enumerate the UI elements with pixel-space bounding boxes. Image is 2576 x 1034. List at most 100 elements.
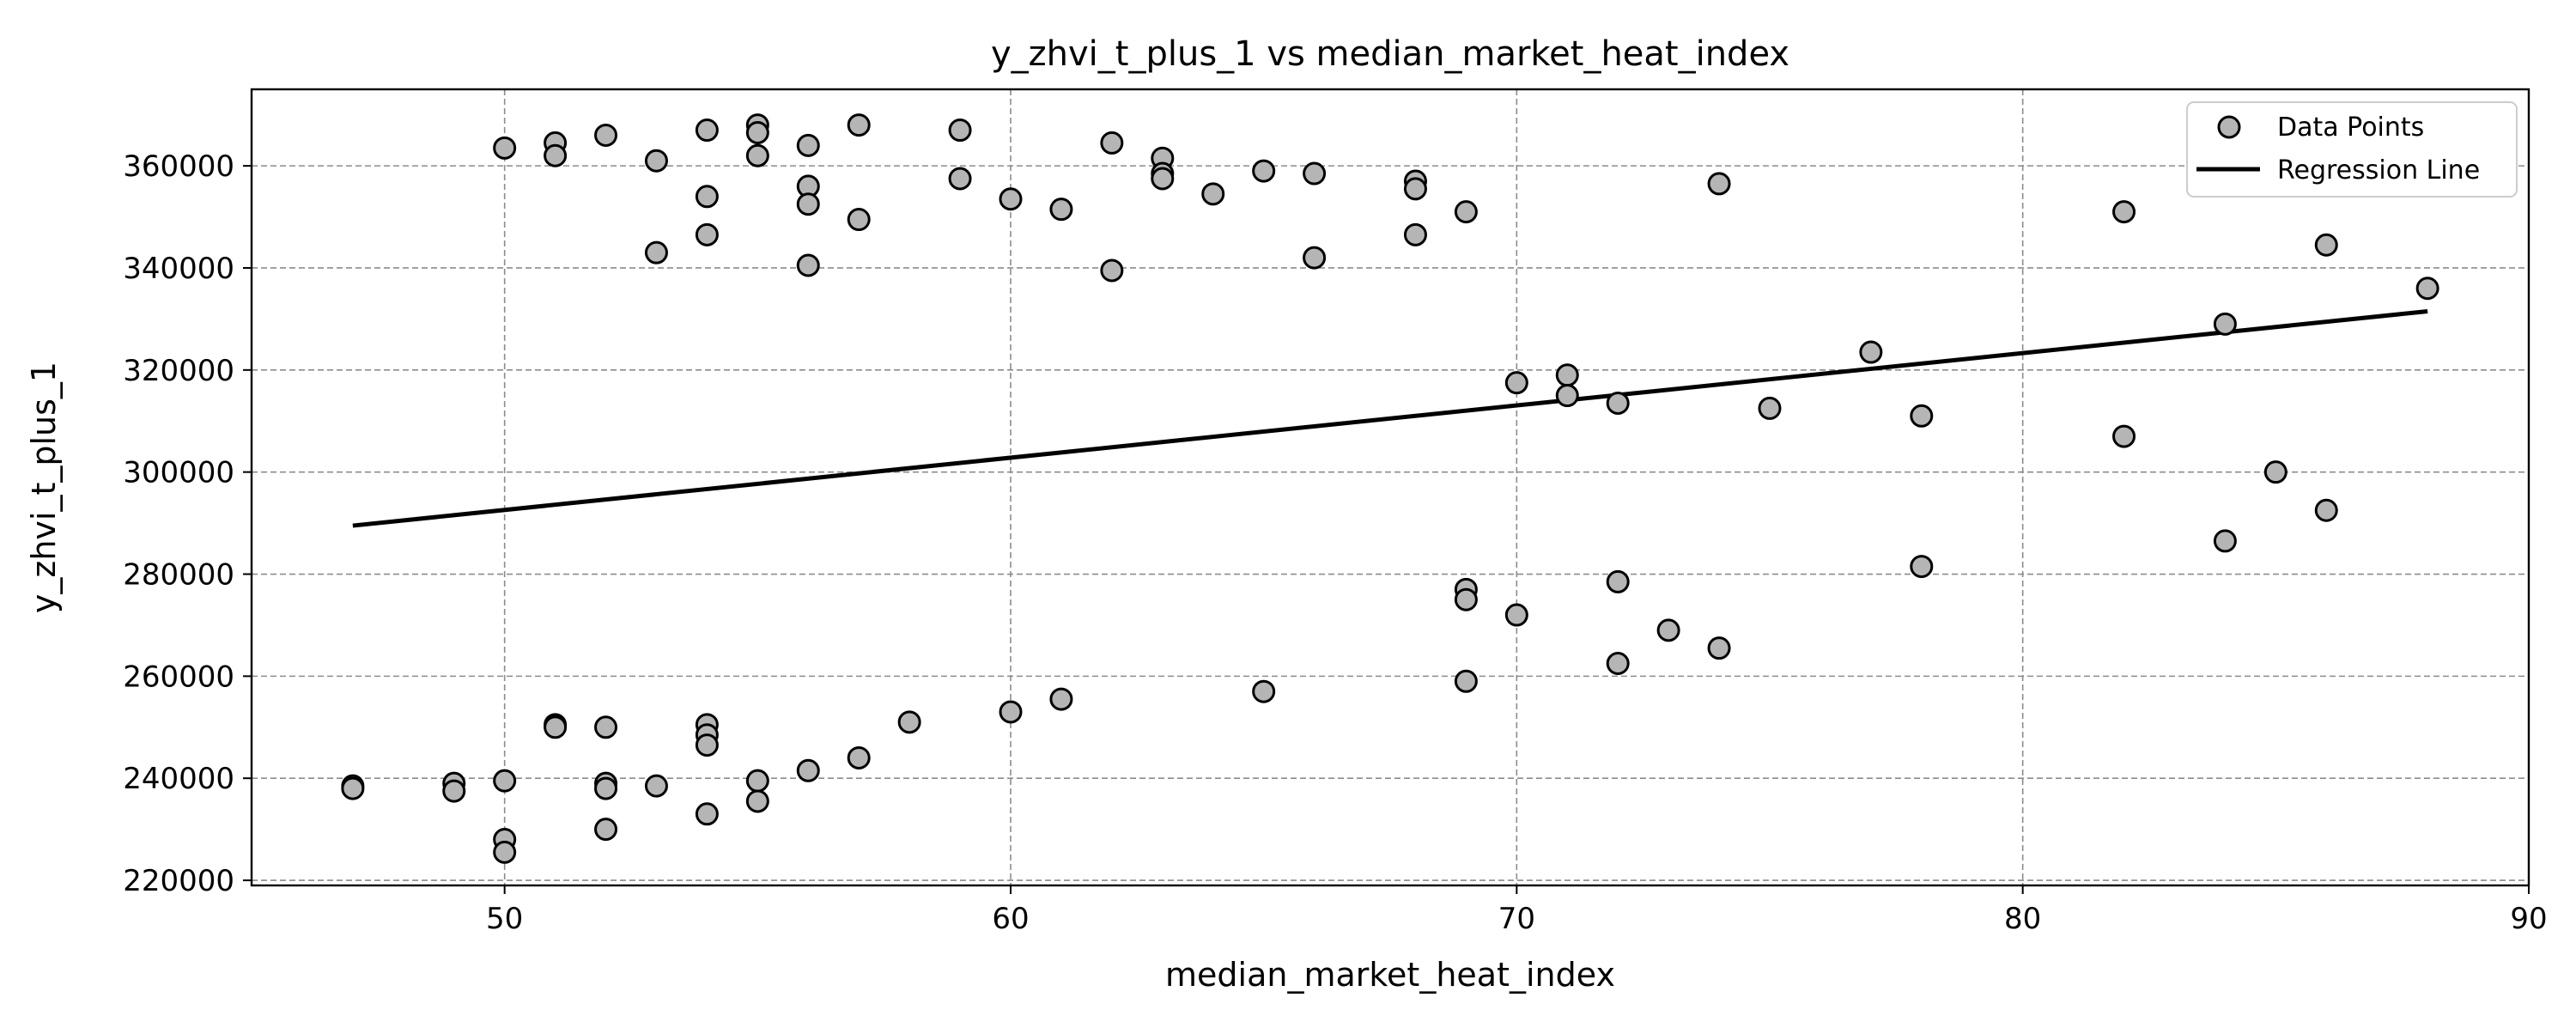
data-point bbox=[1606, 391, 1630, 415]
data-point bbox=[1049, 687, 1073, 711]
data-point bbox=[1707, 172, 1731, 196]
data-point bbox=[594, 123, 618, 147]
data-point bbox=[1707, 636, 1731, 660]
data-point bbox=[897, 710, 921, 734]
data-point bbox=[2213, 529, 2237, 553]
data-point bbox=[796, 253, 820, 277]
x-tick-label: 70 bbox=[1498, 902, 1535, 936]
data-point bbox=[1859, 340, 1883, 364]
data-point bbox=[594, 715, 618, 739]
legend-marker-data-points bbox=[2217, 115, 2241, 139]
data-point bbox=[1454, 200, 1478, 224]
data-point bbox=[442, 779, 466, 803]
data-point bbox=[544, 143, 568, 167]
data-point bbox=[847, 113, 871, 137]
data-point bbox=[493, 840, 517, 864]
data-point bbox=[796, 133, 820, 157]
y-tick-label: 260000 bbox=[123, 660, 234, 694]
data-point bbox=[2112, 424, 2136, 448]
chart-title: y_zhvi_t_plus_1 vs median_market_heat_in… bbox=[991, 34, 1789, 74]
data-point bbox=[544, 715, 568, 739]
y-tick-label: 340000 bbox=[123, 252, 234, 286]
data-point bbox=[999, 700, 1023, 724]
data-point bbox=[847, 745, 871, 769]
data-point bbox=[1555, 363, 1579, 387]
series bbox=[341, 113, 2439, 864]
data-point bbox=[2314, 233, 2338, 257]
data-point bbox=[1504, 603, 1528, 627]
data-point bbox=[493, 136, 517, 160]
data-point bbox=[644, 774, 668, 798]
y-tick-label: 320000 bbox=[123, 354, 234, 388]
data-point bbox=[594, 818, 618, 842]
data-point bbox=[1049, 198, 1073, 222]
data-point bbox=[1504, 371, 1528, 395]
y-tick-label: 360000 bbox=[123, 149, 234, 184]
data-point bbox=[745, 789, 769, 813]
y-tick-label: 240000 bbox=[123, 762, 234, 796]
axes-frame bbox=[250, 88, 2530, 887]
x-tick-label: 90 bbox=[2510, 902, 2547, 936]
data-point bbox=[999, 187, 1023, 211]
data-point bbox=[2415, 277, 2439, 301]
data-point bbox=[745, 769, 769, 793]
data-point bbox=[1454, 669, 1478, 693]
data-point bbox=[1656, 618, 1680, 642]
data-point bbox=[1252, 679, 1276, 703]
data-point bbox=[1910, 404, 1934, 428]
data-point bbox=[1100, 131, 1124, 155]
data-point bbox=[1403, 222, 1427, 246]
data-point bbox=[847, 208, 871, 232]
regression-line bbox=[352, 309, 2428, 528]
data-point bbox=[594, 776, 618, 800]
data-point bbox=[493, 769, 517, 793]
data-point bbox=[796, 192, 820, 216]
data-point bbox=[695, 802, 719, 826]
data-point bbox=[1100, 258, 1124, 283]
x-tick-label: 50 bbox=[486, 902, 523, 936]
data-point bbox=[1303, 161, 1327, 186]
legend-box bbox=[2186, 101, 2518, 198]
data-point bbox=[948, 167, 972, 191]
data-point bbox=[695, 733, 719, 757]
axis-ticks: 50 60 70 80 90 220000 240000 260000 280000 300000… bbox=[123, 149, 2547, 936]
legend-label-data-points: Data Points bbox=[2277, 113, 2424, 143]
data-point bbox=[2112, 200, 2136, 224]
x-tick-label: 80 bbox=[2004, 902, 2041, 936]
data-point bbox=[1606, 569, 1630, 593]
data-point bbox=[745, 121, 769, 145]
data-point bbox=[695, 222, 719, 246]
data-point bbox=[1252, 159, 1276, 183]
data-point bbox=[796, 758, 820, 782]
data-point bbox=[745, 143, 769, 167]
legend: Data Points Regression Line bbox=[2186, 101, 2518, 198]
y-tick-label: 280000 bbox=[123, 558, 234, 593]
data-point bbox=[1303, 246, 1327, 270]
x-tick-label: 60 bbox=[992, 902, 1029, 936]
x-axis-title: median_market_heat_index bbox=[1165, 956, 1615, 994]
data-point bbox=[341, 776, 365, 800]
data-point bbox=[695, 119, 719, 143]
data-point bbox=[948, 119, 972, 143]
legend-label-regression-line: Regression Line bbox=[2277, 155, 2480, 186]
data-point bbox=[1454, 587, 1478, 611]
data-point bbox=[1555, 384, 1579, 408]
data-point bbox=[1151, 167, 1175, 191]
data-point bbox=[644, 240, 668, 265]
data-point bbox=[2314, 498, 2338, 522]
y-axis-title: y_zhvi_t_plus_1 bbox=[25, 362, 63, 613]
grid bbox=[252, 89, 2530, 885]
data-point bbox=[1606, 652, 1630, 676]
data-point bbox=[2263, 460, 2287, 484]
y-tick-label: 220000 bbox=[123, 864, 234, 898]
data-point bbox=[1758, 396, 1782, 420]
data-point bbox=[644, 149, 668, 173]
data-point bbox=[2213, 312, 2237, 336]
y-tick-label: 300000 bbox=[123, 456, 234, 490]
data-point bbox=[1910, 555, 1934, 579]
data-point bbox=[695, 185, 719, 209]
data-point bbox=[1403, 177, 1427, 201]
data-point bbox=[1201, 182, 1225, 206]
